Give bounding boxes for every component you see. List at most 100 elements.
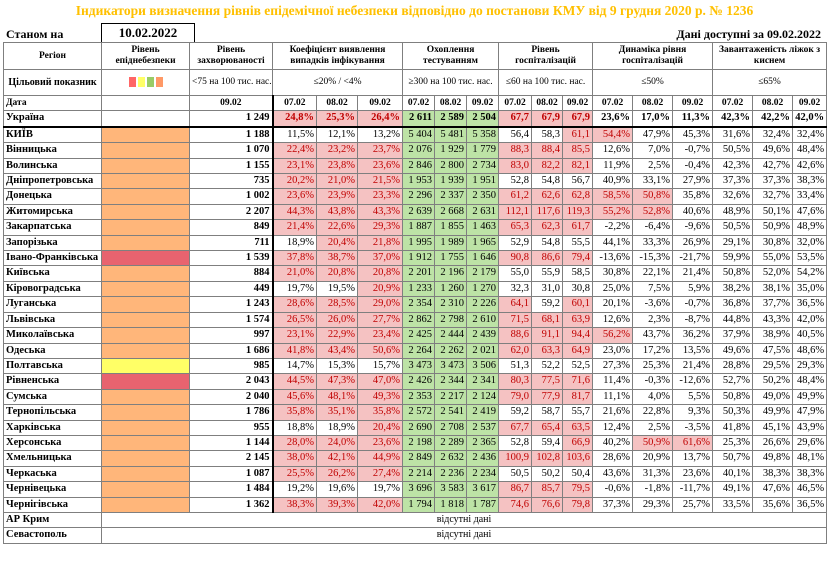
data-cell: 19,7% bbox=[271, 280, 317, 298]
data-cell: 29,3% bbox=[792, 357, 828, 375]
data-cell: 38,0% bbox=[271, 450, 317, 467]
region-name: Полтавська bbox=[3, 357, 102, 375]
data-cell: 43,3% bbox=[356, 203, 404, 221]
data-cell: 64,1 bbox=[498, 296, 533, 313]
region-name: Закарпатська bbox=[3, 219, 102, 236]
data-cell: 47,5% bbox=[752, 342, 794, 359]
data-cell: 1 539 bbox=[189, 250, 273, 267]
data-cell: 2 337 bbox=[434, 188, 468, 205]
data-cell: 5 481 bbox=[434, 126, 468, 144]
data-cell: 55,0% bbox=[752, 250, 794, 267]
data-cell: 2 262 bbox=[434, 342, 468, 359]
data-cell: 2 236 bbox=[434, 465, 468, 483]
data-cell: 26,5% bbox=[271, 311, 317, 329]
data-cell: 61,6% bbox=[672, 434, 714, 452]
data-cell: 1 362 bbox=[189, 496, 273, 513]
header-tests: Охоплення тестуванням bbox=[402, 42, 500, 70]
level-cell bbox=[101, 465, 190, 483]
data-cell: -0,4% bbox=[672, 157, 714, 175]
data-cell: 2 436 bbox=[466, 450, 500, 467]
level-cell bbox=[101, 126, 190, 144]
data-cell: 2 198 bbox=[402, 434, 436, 452]
header-indicator: Цільовий показник bbox=[3, 69, 102, 96]
data-cell: 2 214 bbox=[402, 465, 436, 483]
data-cell: 2 196 bbox=[434, 265, 468, 282]
data-cell: 39,3% bbox=[316, 496, 358, 513]
data-cell: 35,0% bbox=[792, 280, 828, 298]
data-cell: 31,0 bbox=[531, 280, 564, 298]
data-cell: 26,6% bbox=[752, 434, 794, 452]
data-cell: 62,8 bbox=[562, 188, 594, 205]
data-cell: 20,9% bbox=[632, 450, 674, 467]
data-cell: 85,7 bbox=[531, 481, 564, 498]
data-cell: 37,8% bbox=[271, 250, 317, 267]
missing-data-note: відсутні дані bbox=[100, 527, 828, 544]
data-cell: 27,4% bbox=[356, 465, 404, 483]
data-cell: 23,2% bbox=[316, 142, 358, 159]
column-date: 09.02 bbox=[792, 94, 828, 112]
column-date: 08.02 bbox=[434, 94, 468, 112]
level-cell bbox=[101, 311, 190, 329]
data-cell: 2 296 bbox=[402, 188, 436, 205]
level-cell bbox=[101, 157, 190, 175]
data-cell: 2 310 bbox=[434, 296, 468, 313]
data-cell: -0,3% bbox=[632, 373, 674, 390]
data-cell: 90,8 bbox=[498, 250, 533, 267]
data-cell: 36,5% bbox=[792, 496, 828, 513]
level-cell bbox=[101, 327, 190, 344]
data-cell: 1 144 bbox=[189, 434, 273, 452]
header-hosp: Рівень госпіталізацій bbox=[498, 42, 594, 70]
data-cell: 38,3% bbox=[792, 465, 828, 483]
data-cell: 49,1% bbox=[712, 481, 754, 498]
data-cell: 56,2% bbox=[592, 327, 634, 344]
data-cell: 49,8% bbox=[752, 450, 794, 467]
data-cell: 40,5% bbox=[792, 327, 828, 344]
data-cell: 2,5% bbox=[632, 419, 674, 436]
data-cell: 33,5% bbox=[712, 496, 754, 513]
data-cell: 23,1% bbox=[271, 327, 317, 344]
region-row: Черкаська 1 087 25,5% 26,2% 27,4% 2 214 2 236 2… bbox=[3, 465, 828, 483]
region-name: Львівська bbox=[3, 311, 102, 329]
data-cell: 1 929 bbox=[434, 142, 468, 159]
data-cell: 23,6% bbox=[592, 110, 634, 128]
level-cell bbox=[101, 296, 190, 313]
data-cell: 23,6% bbox=[356, 434, 404, 452]
ukraine-row: Україна 1 249 24,8% 25,3% 26,4% 2 611 2 589 2 5… bbox=[3, 110, 828, 128]
data-cell: 48,4% bbox=[792, 373, 828, 390]
data-cell: 42,1% bbox=[316, 450, 358, 467]
data-cell: 79,8 bbox=[562, 496, 594, 513]
data-cell: 37,0% bbox=[356, 250, 404, 267]
data-cell: 59,4 bbox=[531, 434, 564, 452]
data-cell: 11,1% bbox=[592, 388, 634, 406]
data-cell: 44,3% bbox=[271, 203, 317, 221]
column-date: 08.02 bbox=[632, 94, 674, 112]
data-cell: 102,8 bbox=[531, 450, 564, 467]
data-cell: 449 bbox=[189, 280, 273, 298]
region-row: Житомирська 2 207 44,3% 43,8% 43,3% 2 639 2 66… bbox=[3, 203, 828, 221]
state-date: 10.02.2022 bbox=[101, 23, 195, 43]
data-cell: 2 289 bbox=[434, 434, 468, 452]
data-cell: 2 708 bbox=[434, 419, 468, 436]
data-cell: 77,9 bbox=[531, 388, 564, 406]
level-cell bbox=[101, 234, 190, 252]
missing-region-row: АР Крим відсутні дані bbox=[3, 511, 828, 529]
data-cell: 2 504 bbox=[466, 110, 500, 128]
data-cell: 50,9% bbox=[752, 219, 794, 236]
data-cell: 1 188 bbox=[189, 126, 273, 144]
data-cell: 50,5 bbox=[498, 465, 533, 483]
data-cell: 2 668 bbox=[434, 203, 468, 221]
data-cell: 50,8% bbox=[632, 188, 674, 205]
data-cell: 37,3% bbox=[592, 496, 634, 513]
data-cell: 2 419 bbox=[466, 404, 500, 421]
level-cell bbox=[101, 110, 190, 128]
data-cell: 20,4% bbox=[356, 419, 404, 436]
data-cell: 5,9% bbox=[672, 280, 714, 298]
data-cell: 12,6% bbox=[592, 311, 634, 329]
data-cell: 2 426 bbox=[402, 373, 436, 390]
region-row: Одеська 1 686 41,8% 43,4% 50,6% 2 264 2 262 2 0… bbox=[3, 342, 828, 359]
data-cell: 1 989 bbox=[434, 234, 468, 252]
data-cell: 1 646 bbox=[466, 250, 500, 267]
data-cell: 50,7% bbox=[712, 450, 754, 467]
data-cell: 37,9% bbox=[712, 327, 754, 344]
data-cell: 14,7% bbox=[271, 357, 317, 375]
